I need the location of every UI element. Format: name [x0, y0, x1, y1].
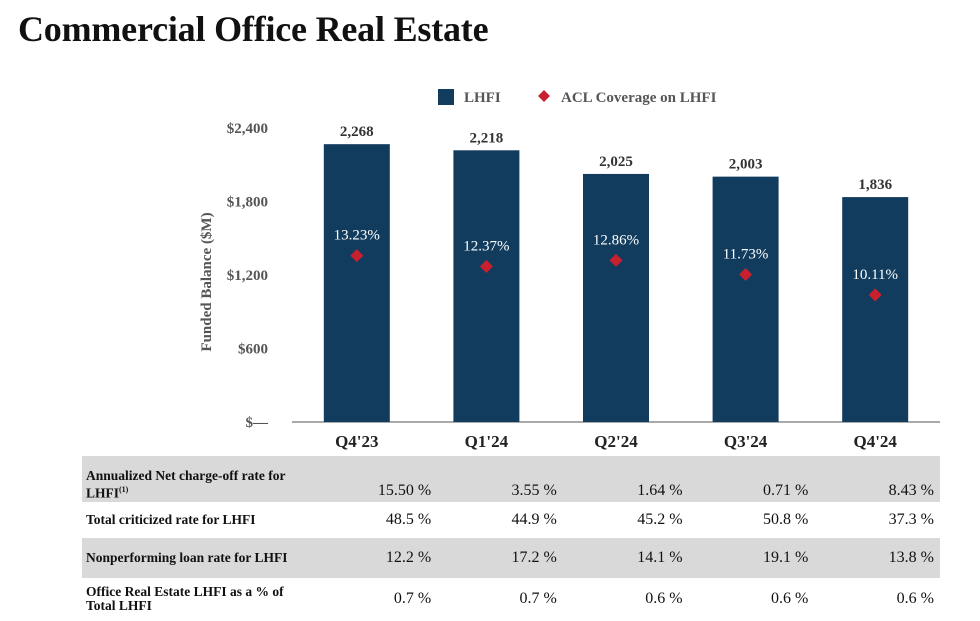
- x-tick-label: Q4'23: [335, 432, 378, 451]
- legend-swatch-lhfi: [438, 89, 454, 105]
- x-tick-label: Q3'24: [724, 432, 768, 451]
- acl-value-label: 12.86%: [593, 232, 639, 248]
- row-label: Office Real Estate LHFI as a % of Total …: [86, 584, 284, 613]
- acl-marker: [479, 259, 493, 273]
- acl-value-label: 11.73%: [723, 247, 769, 263]
- acl-marker: [868, 288, 882, 302]
- acl-marker: [350, 249, 364, 263]
- acl-value-label: 10.11%: [852, 267, 898, 283]
- bar-chart: $— $600 $1,200 $1,800 $2,400 Funded Balance (…: [199, 89, 940, 451]
- row-label: Total criticized rate for LHFI: [86, 512, 256, 527]
- table-cell: 37.3 %: [888, 511, 934, 528]
- lhfi-bar: [712, 176, 779, 422]
- table-cell: 45.2 %: [637, 511, 683, 528]
- row-label: Annualized Net charge-off rate for LHFI(…: [82, 456, 312, 502]
- table-cell: 0.71 %: [688, 456, 815, 502]
- bar-value-label: 2,025: [599, 154, 633, 170]
- bar-value-label: 1,836: [858, 177, 892, 193]
- table-cell: 12.2 %: [311, 538, 438, 578]
- y-tick-label: $600: [238, 342, 268, 358]
- table-cell: 14.1 %: [562, 538, 689, 578]
- bar-value-label: 2,218: [470, 130, 504, 146]
- acl-marker: [609, 253, 623, 267]
- x-tick-label: Q1'24: [465, 432, 509, 451]
- table-row: Nonperforming loan rate for LHFI 12.2 % …: [82, 538, 940, 578]
- lhfi-bar: [842, 197, 909, 422]
- metrics-table: Annualized Net charge-off rate for LHFI(…: [82, 456, 940, 620]
- y-tick-label: $1,200: [227, 268, 268, 284]
- table-row: Annualized Net charge-off rate for LHFI(…: [82, 456, 940, 502]
- table-cell: 3.55 %: [437, 456, 563, 502]
- x-tick-label: Q4'24: [853, 432, 897, 451]
- table-cell: 1.64 %: [562, 456, 689, 502]
- table-row: Office Real Estate LHFI as a % of Total …: [82, 578, 940, 620]
- lhfi-bar: [323, 144, 390, 423]
- table-cell: 19.1 %: [688, 538, 815, 578]
- table-cell: 0.6 %: [645, 590, 683, 607]
- bar-value-label: 2,003: [729, 157, 763, 173]
- table-cell: 50.8 %: [762, 511, 809, 528]
- table-cell: 0.6 %: [770, 590, 809, 607]
- bar-value-label: 2,268: [340, 124, 374, 140]
- y-tick-label: $2,400: [227, 121, 268, 137]
- lhfi-bar: [453, 150, 520, 423]
- acl-value-label: 12.37%: [463, 238, 509, 254]
- table-cell: 0.7 %: [519, 590, 557, 607]
- lhfi-bar: [583, 173, 649, 422]
- table-cell: 8.43 %: [814, 456, 940, 502]
- table-row: Total criticized rate for LHFI 48.5 % 44…: [82, 502, 940, 538]
- row-label: Nonperforming loan rate for LHFI: [82, 538, 312, 578]
- table-cell: 13.8 %: [814, 538, 940, 578]
- table-cell: 0.6 %: [896, 590, 934, 607]
- legend-label-lhfi: LHFI: [464, 90, 501, 106]
- table-cell: 48.5 %: [385, 511, 432, 528]
- table-cell: 15.50 %: [311, 456, 438, 502]
- legend-label-acl: ACL Coverage on LHFI: [561, 90, 717, 106]
- y-tick-label: $—: [246, 415, 270, 431]
- y-axis-label: Funded Balance ($M): [199, 212, 215, 351]
- page-title: Commercial Office Real Estate: [18, 9, 489, 49]
- acl-value-label: 13.23%: [334, 228, 380, 244]
- x-tick-label: Q2'24: [594, 432, 638, 451]
- acl-marker: [739, 268, 753, 282]
- table-cell: 0.7 %: [393, 590, 432, 607]
- legend-swatch-acl: [538, 90, 550, 102]
- table-cell: 17.2 %: [437, 538, 563, 578]
- table-cell: 44.9 %: [511, 511, 557, 528]
- y-tick-label: $1,800: [227, 195, 268, 211]
